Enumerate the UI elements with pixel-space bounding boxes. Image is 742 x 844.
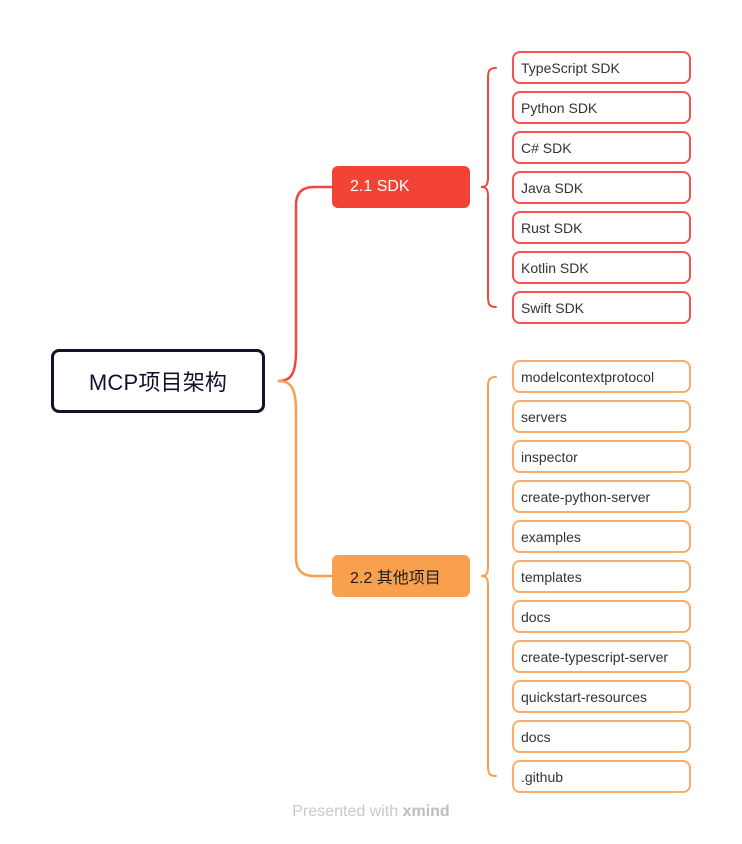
subtopic-servers[interactable]: servers (512, 400, 691, 433)
branch-topic-other-projects[interactable]: 2.2 其他项目 (332, 555, 470, 597)
subtopic-examples[interactable]: examples (512, 520, 691, 553)
bracket-sdk (480, 67, 497, 308)
subtopic-create-typescript-server[interactable]: create-typescript-server (512, 640, 691, 673)
subtopic-csharp-sdk[interactable]: C# SDK (512, 131, 691, 164)
connector-root-to-sdk (277, 185, 334, 383)
subtopic-inspector[interactable]: inspector (512, 440, 691, 473)
subtopic-typescript-sdk[interactable]: TypeScript SDK (512, 51, 691, 84)
subtopic-label: create-python-server (521, 488, 651, 505)
subtopic-label: docs (521, 728, 551, 745)
subtopic-label: .github (521, 768, 564, 785)
subtopic-rust-sdk[interactable]: Rust SDK (512, 211, 691, 244)
subtopic-label: servers (521, 408, 567, 425)
subtopic-swift-sdk[interactable]: Swift SDK (512, 291, 691, 324)
subtopic-label: docs (521, 608, 551, 625)
subtopic-label: C# SDK (521, 139, 572, 156)
subtopic-label: Rust SDK (521, 219, 583, 236)
subtopic-docs-2[interactable]: docs (512, 720, 691, 753)
subtopic-docs[interactable]: docs (512, 600, 691, 633)
subtopic-kotlin-sdk[interactable]: Kotlin SDK (512, 251, 691, 284)
footer-prefix: Presented with (292, 803, 399, 820)
xmind-brand: xmind (402, 803, 450, 820)
branch-topic-sdk-label: 2.1 SDK (350, 178, 410, 195)
connector-root-to-other (277, 379, 334, 578)
subtopic-templates[interactable]: templates (512, 560, 691, 593)
subtopic-label: Python SDK (521, 99, 598, 116)
subtopic-quickstart-resources[interactable]: quickstart-resources (512, 680, 691, 713)
subtopic-label: Swift SDK (521, 299, 585, 316)
subtopic-github[interactable]: .github (512, 760, 691, 793)
subtopic-python-sdk[interactable]: Python SDK (512, 91, 691, 124)
branch-topic-other-projects-label: 2.2 其他项目 (350, 570, 441, 587)
subtopic-label: templates (521, 568, 582, 585)
root-topic[interactable]: MCP项目架构 (51, 349, 265, 413)
subtopic-label: TypeScript SDK (521, 59, 620, 76)
subtopic-label: create-typescript-server (521, 648, 669, 665)
subtopic-java-sdk[interactable]: Java SDK (512, 171, 691, 204)
branch-topic-sdk[interactable]: 2.1 SDK (332, 166, 470, 208)
subtopic-label: modelcontextprotocol (521, 368, 655, 385)
subtopic-create-python-server[interactable]: create-python-server (512, 480, 691, 513)
subtopic-modelcontextprotocol[interactable]: modelcontextprotocol (512, 360, 691, 393)
presented-with-footer: Presented with xmind (0, 803, 742, 821)
root-topic-label: MCP项目架构 (88, 370, 228, 395)
subtopic-label: Kotlin SDK (521, 259, 589, 276)
subtopic-label: quickstart-resources (521, 688, 648, 705)
subtopic-label: Java SDK (521, 179, 584, 196)
bracket-other (480, 376, 497, 777)
subtopic-label: examples (521, 528, 581, 545)
subtopic-label: inspector (521, 448, 578, 465)
